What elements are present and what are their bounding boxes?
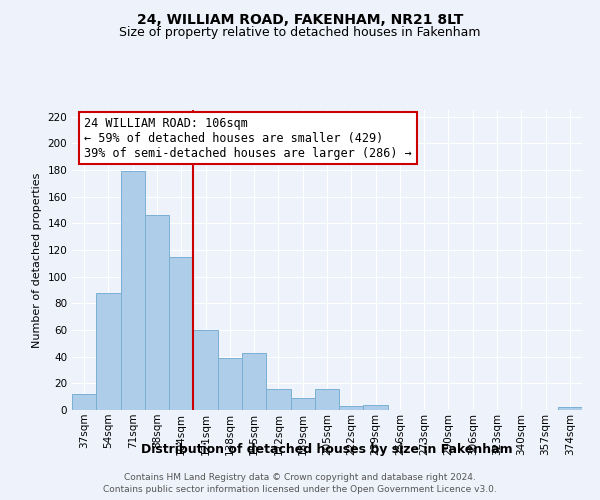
Text: Size of property relative to detached houses in Fakenham: Size of property relative to detached ho… [119,26,481,39]
Bar [266,388,290,410]
Text: 24 WILLIAM ROAD: 106sqm
← 59% of detached houses are smaller (429)
39% of semi-d: 24 WILLIAM ROAD: 106sqm ← 59% of detache… [84,116,412,160]
Bar [169,256,193,410]
Bar [242,352,266,410]
Bar [290,398,315,410]
Y-axis label: Number of detached properties: Number of detached properties [32,172,42,348]
Bar [72,394,96,410]
Text: 24, WILLIAM ROAD, FAKENHAM, NR21 8LT: 24, WILLIAM ROAD, FAKENHAM, NR21 8LT [137,12,463,26]
Text: Contains HM Land Registry data © Crown copyright and database right 2024.: Contains HM Land Registry data © Crown c… [124,472,476,482]
Text: Contains public sector information licensed under the Open Government Licence v3: Contains public sector information licen… [103,485,497,494]
Bar [121,172,145,410]
Text: Distribution of detached houses by size in Fakenham: Distribution of detached houses by size … [141,442,513,456]
Bar [96,292,121,410]
Bar [315,388,339,410]
Bar [558,408,582,410]
Bar [218,358,242,410]
Bar [364,404,388,410]
Bar [145,216,169,410]
Bar [339,406,364,410]
Bar [193,330,218,410]
